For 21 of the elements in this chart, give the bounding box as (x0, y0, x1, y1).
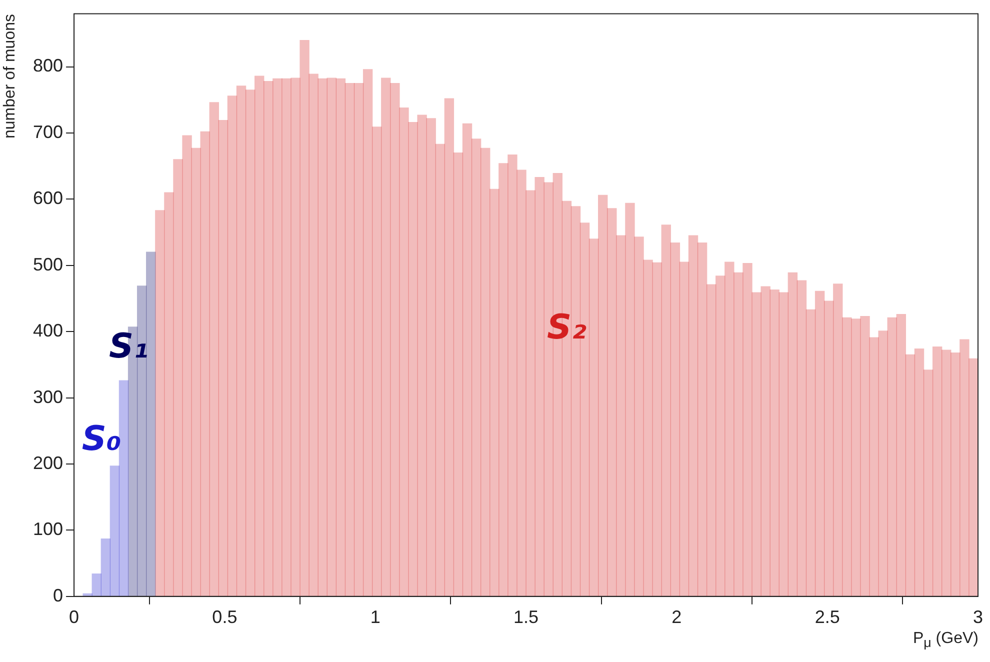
y-axis-title: number of muons (2, 14, 20, 138)
x-tick-label: 0 (69, 607, 80, 628)
x-tick-label: 0.5 (212, 607, 238, 628)
y-tick-label: 0 (53, 585, 64, 606)
y-tick-label: 500 (32, 254, 64, 274)
y-tick-label: 100 (32, 519, 64, 540)
y-tick-label: 400 (32, 320, 64, 341)
series-label: S₁ (108, 326, 148, 366)
x-tick-label: 2.5 (814, 607, 840, 628)
y-tick-label: 200 (32, 452, 64, 473)
x-tick-label: 1 (370, 607, 380, 628)
y-tick-label: 300 (32, 386, 64, 407)
y-tick-label: 700 (32, 122, 64, 142)
series-label: S₀ (82, 418, 122, 459)
x-tick-label: 1.5 (514, 607, 539, 628)
y-tick-label: 600 (32, 188, 64, 208)
y-tick-label: 800 (32, 56, 64, 76)
x-tick-label: 2 (672, 607, 682, 628)
x-axis-title: P$_{μ}$ (GeV) (913, 630, 978, 651)
series-label: S₂ (547, 307, 586, 348)
x-tick-label: 3 (972, 607, 984, 628)
